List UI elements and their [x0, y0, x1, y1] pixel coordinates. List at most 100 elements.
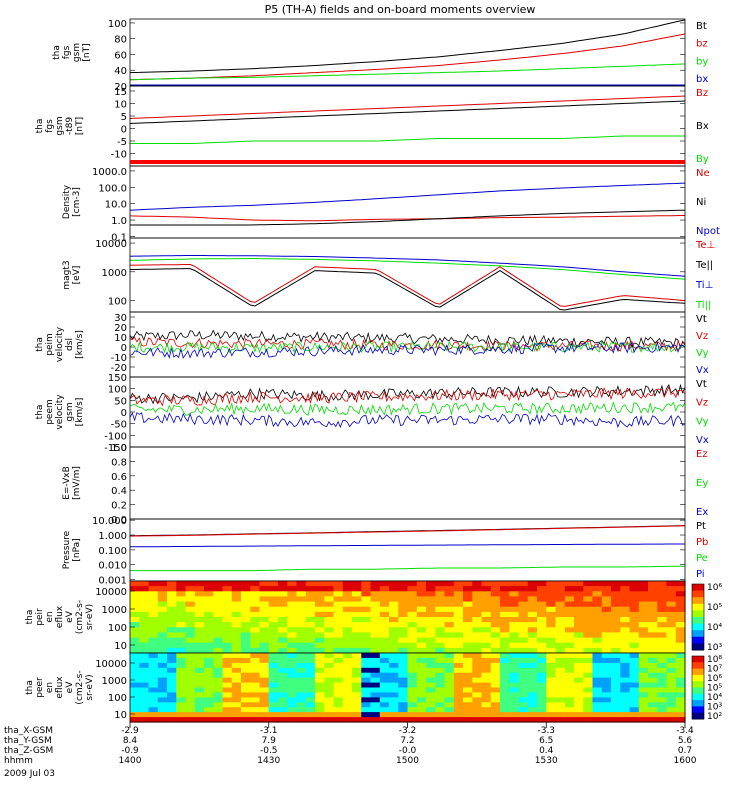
spectrogram-cell — [416, 717, 427, 723]
spectrogram-cell — [601, 596, 612, 603]
spectrogram-cell — [426, 667, 436, 674]
spectrogram-cell — [518, 601, 529, 608]
spectrogram-cell — [176, 662, 187, 669]
y-tick-label: 0.6 — [111, 472, 127, 483]
spectrogram-cell — [518, 627, 529, 633]
spectrogram-cell — [379, 627, 390, 633]
spectrogram-cell — [185, 647, 196, 654]
spectrogram-cell — [648, 692, 658, 698]
spectrogram-cell — [453, 687, 464, 693]
y-axis-label-line: -t89 — [65, 117, 75, 136]
spectrogram-cell — [620, 662, 631, 669]
spectrogram-cell — [250, 632, 261, 639]
spectrogram-cell — [416, 677, 427, 684]
spectrogram-cell — [444, 596, 455, 603]
spectrogram-cell — [194, 591, 205, 597]
spectrogram-cell — [435, 637, 446, 644]
series-line-Te|| — [130, 268, 686, 311]
spectrogram-cell — [157, 653, 168, 659]
spectrogram-cell — [527, 662, 538, 669]
spectrogram-cell — [657, 653, 668, 659]
spectrogram-cell — [416, 682, 427, 689]
spectrogram-cell — [500, 611, 510, 618]
legend-Pb: Pb — [696, 537, 708, 548]
spectrogram-cell — [601, 642, 612, 649]
spectrogram-cell — [657, 637, 668, 644]
x-axis-value: 5.6 — [678, 736, 693, 746]
y-axis-label-line: peem — [45, 399, 55, 425]
spectrogram-cell — [389, 677, 399, 684]
y-tick-label: 10.0 — [105, 200, 127, 211]
spectrogram-cell — [398, 667, 409, 674]
spectrogram-cell — [352, 611, 362, 618]
y-axis-label-line: peim — [45, 333, 55, 356]
spectrogram-cell — [500, 707, 510, 713]
spectrogram-cell — [296, 581, 307, 587]
spectrogram-cell — [139, 653, 150, 659]
spectrogram-cell — [481, 586, 492, 592]
spectrogram-cell — [666, 591, 677, 597]
spectrogram-cell — [370, 586, 381, 592]
spectrogram-cell — [287, 662, 298, 669]
spectrogram-cell — [157, 692, 168, 698]
spectrogram-cell — [426, 677, 436, 684]
spectrogram-cell — [463, 637, 473, 644]
spectrogram-cell — [611, 622, 621, 628]
spectrogram-cell — [259, 632, 270, 639]
spectrogram-cell — [638, 596, 649, 603]
spectrogram-cell — [259, 707, 270, 713]
spectrogram-cell — [537, 632, 547, 639]
colorbar-tick-label: 10⁶ — [707, 674, 722, 684]
spectrogram-cell — [305, 653, 316, 659]
y-axis-label-line: tha — [25, 610, 35, 625]
spectrogram-cell — [139, 647, 150, 654]
spectrogram-cell — [426, 702, 436, 708]
spectrogram-cell — [564, 606, 575, 613]
spectrogram-cell — [546, 682, 557, 689]
spectrogram-cell — [324, 586, 335, 592]
spectrogram-cell — [259, 712, 270, 718]
spectrogram-cell — [638, 622, 649, 628]
spectrogram-cell — [648, 697, 658, 703]
spectrogram-cell — [527, 611, 538, 618]
panel-frame — [129, 18, 686, 87]
x-axis-date: 2009 Jul 03 — [4, 769, 55, 779]
spectrogram-cell — [666, 632, 677, 639]
spectrogram-cell — [555, 712, 566, 718]
spectrogram-cell — [268, 717, 279, 723]
spectrogram-cell — [629, 717, 640, 723]
spectrogram-cell — [444, 642, 455, 649]
spectrogram-cell — [509, 672, 520, 679]
spectrogram-cell — [657, 586, 668, 592]
spectrogram-cell — [296, 653, 307, 659]
spectrogram-cell — [435, 627, 446, 633]
spectrogram-cell — [185, 586, 196, 592]
spectrogram-cell — [490, 637, 501, 644]
spectrogram-cell — [222, 662, 233, 669]
spectrogram-cell — [592, 687, 603, 693]
y-tick-label: 0.0 — [111, 515, 127, 526]
spectrogram-cell — [435, 662, 446, 669]
spectrogram-cell — [241, 581, 251, 587]
spectrogram-cell — [352, 717, 362, 723]
series-line-Bx — [129, 100, 686, 124]
spectrogram-cell — [426, 632, 436, 639]
spectrogram-cell — [601, 617, 612, 623]
spectrogram-cell — [509, 692, 520, 698]
spectrogram-cell — [398, 632, 409, 639]
series-line-Pe — [130, 565, 685, 572]
spectrogram-cell — [574, 657, 584, 664]
spectrogram-cell — [675, 687, 686, 693]
spectrogram-cell — [130, 672, 140, 679]
spectrogram-cell — [416, 692, 427, 698]
legend-Vy: Vy — [696, 348, 709, 359]
legend-by: by — [696, 56, 708, 67]
spectrogram-cell — [231, 601, 242, 608]
spectrogram-cell — [620, 707, 631, 713]
spectrogram-cell — [666, 697, 677, 703]
spectrogram-cell — [564, 717, 575, 723]
spectrogram-cell — [250, 586, 261, 592]
spectrogram-cell — [564, 672, 575, 679]
spectrogram-cell — [472, 687, 483, 693]
spectrogram-cell — [546, 637, 557, 644]
